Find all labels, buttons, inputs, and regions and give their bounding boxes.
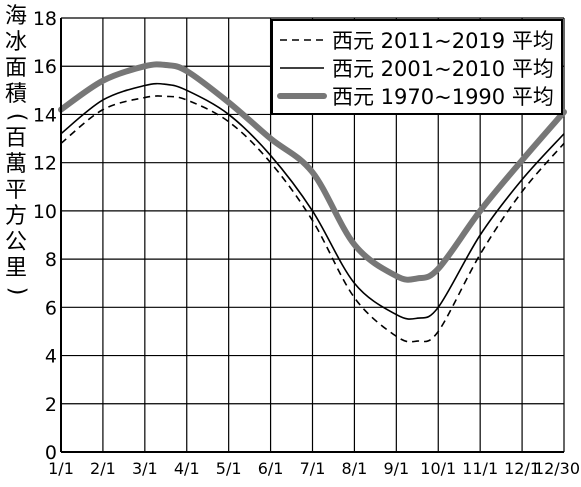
x-tick-label: 7/1 [300,459,326,478]
series-line-2 [60,82,565,320]
legend-label-3: 西元 1970~1990 平均 [332,85,554,109]
y-tick-label: 2 [45,394,57,416]
y-axis-label: 海冰面積 ( 百萬平方公里) [2,4,30,300]
y-tick-label: 8 [45,249,57,271]
y-axis-label-char: ( [4,112,29,122]
y-axis-label-char: 方 [4,204,27,229]
y-axis-label-char: 積 [4,82,27,107]
y-axis-label-char: 萬 [4,152,27,177]
y-axis-label-char: 面 [4,56,27,81]
x-tick-label: 3/1 [132,459,158,478]
y-axis-label-char: 海 [4,4,27,29]
x-tick-label: 9/1 [383,459,409,478]
y-tick-label: 4 [45,346,57,368]
legend-label-1: 西元 2011~2019 平均 [332,29,554,53]
x-tick-label: 5/1 [216,459,242,478]
y-axis-label-char: 公 [4,230,27,255]
x-tick-label: 10/1 [420,459,456,478]
y-tick-label: 6 [45,297,57,319]
y-tick-label: 10 [33,201,57,223]
x-tick-label: 4/1 [174,459,200,478]
series-line-1 [60,95,565,343]
y-tick-label: 12 [33,153,57,175]
y-axis-label-char: 平 [4,178,27,203]
x-tick-label: 6/1 [258,459,284,478]
axes: 0 2 4 6 8 10 12 14 16 18 1/1 2/1 3/1 4/1 5/1 6/1 7/1 8/1 9… [33,8,580,478]
y-axis-label-char: 冰 [4,30,27,55]
y-axis-label-char: 百 [4,126,27,151]
y-axis-label-char: 里 [4,256,27,281]
x-tick-label: 11/1 [462,459,498,478]
x-tick-label: 12/1 [504,459,540,478]
x-tick-label: 8/1 [342,459,368,478]
legend-label-2: 西元 2001~2010 平均 [332,57,554,81]
y-tick-label: 18 [33,8,57,30]
x-tick-label: 2/1 [90,459,116,478]
series-line-3 [58,61,567,283]
y-tick-label: 14 [33,104,57,126]
series-lines [58,61,567,343]
y-tick-label: 0 [45,442,57,464]
y-tick-label: 16 [33,56,57,78]
y-axis-label-char: ) [4,286,29,296]
x-tick-label: 12/30 [534,459,580,478]
x-tick-label: 1/1 [48,459,74,478]
